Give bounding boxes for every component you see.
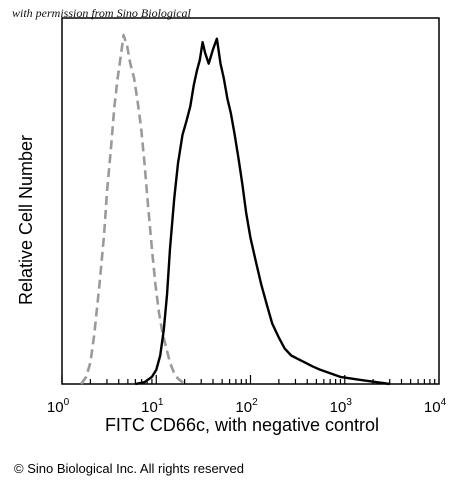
- x-tick-label: 101: [141, 397, 164, 416]
- x-tick-label: 100: [47, 397, 70, 416]
- x-axis-ticks: [61, 375, 436, 384]
- permission-watermark: with permission from Sino Biological: [12, 6, 191, 20]
- negative-control-curve: [80, 33, 188, 386]
- x-tick-label: 104: [424, 397, 447, 416]
- series-layer: [80, 33, 390, 386]
- x-tick-label: 102: [235, 397, 258, 416]
- x-tick-label: 103: [330, 397, 353, 416]
- copyright-notice: © Sino Biological Inc. All rights reserv…: [14, 461, 244, 476]
- cd66c-histogram-curve: [135, 37, 390, 386]
- x-axis-label: FITC CD66c, with negative control: [105, 415, 379, 435]
- x-axis-tick-labels: 100 101 102 103 104: [47, 397, 447, 416]
- histogram-chart: 100 101 102 103 104 FITC CD66c, with negativ…: [16, 17, 447, 435]
- y-axis-label: Relative Cell Number: [16, 135, 36, 305]
